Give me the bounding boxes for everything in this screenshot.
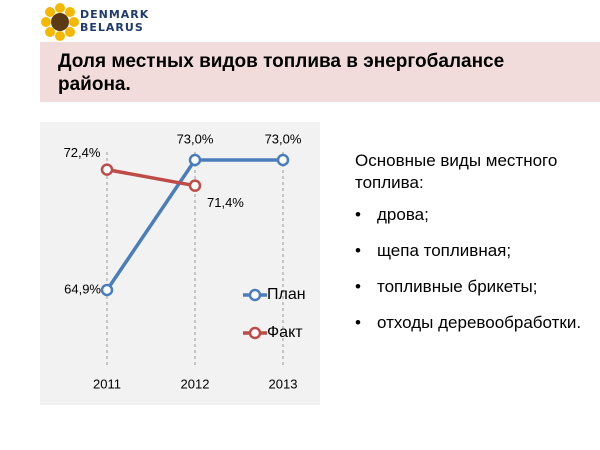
bullet-item: дрова; bbox=[355, 204, 585, 226]
heading: Основные виды местного топлива: bbox=[355, 151, 558, 192]
bullet-list: дрова; щепа топливная; топливные брикеты; о… bbox=[355, 204, 585, 334]
title: Доля местных видов топлива в энергобалан… bbox=[58, 51, 505, 95]
marker bbox=[276, 153, 290, 167]
value-label: 73,0% bbox=[265, 131, 302, 146]
bullet-item: щепа топливная; bbox=[355, 240, 585, 262]
value-label: 72,4% bbox=[64, 145, 101, 160]
logo-icon bbox=[41, 3, 79, 41]
series-line bbox=[106, 167, 196, 188]
legend-label: Факт bbox=[267, 324, 303, 341]
legend-swatch bbox=[248, 288, 262, 302]
bullet-item: отходы деревообработки. bbox=[355, 312, 585, 334]
title-box: Доля местных видов топлива в энергобалан… bbox=[40, 42, 600, 102]
legend-label: План bbox=[267, 286, 306, 303]
legend-swatch bbox=[248, 326, 262, 340]
chart-background bbox=[40, 122, 320, 405]
bullet-item: топливные брикеты; bbox=[355, 276, 585, 298]
x-tick-label: 2011 bbox=[93, 376, 121, 391]
logo-line: BELARUS bbox=[80, 21, 144, 34]
text-block: Основные виды местного топлива: дрова; ще… bbox=[355, 150, 585, 348]
x-tick-label: 2012 bbox=[181, 376, 210, 391]
marker bbox=[188, 179, 202, 192]
value-label: 73,0% bbox=[177, 131, 214, 146]
logo-line: DENMARK bbox=[80, 8, 150, 21]
value-label: 64,9% bbox=[64, 281, 101, 296]
marker bbox=[100, 163, 114, 176]
logo-text: DENMARK BELARUS bbox=[80, 8, 149, 34]
marker bbox=[188, 153, 202, 167]
x-tick-label: 2013 bbox=[269, 376, 298, 391]
value-label: 71,4% bbox=[207, 195, 244, 210]
chart: 2011 2012 2013 64,9% 73,0% 73,0% План 72,4% 71,4… bbox=[40, 122, 320, 405]
marker bbox=[100, 283, 114, 297]
